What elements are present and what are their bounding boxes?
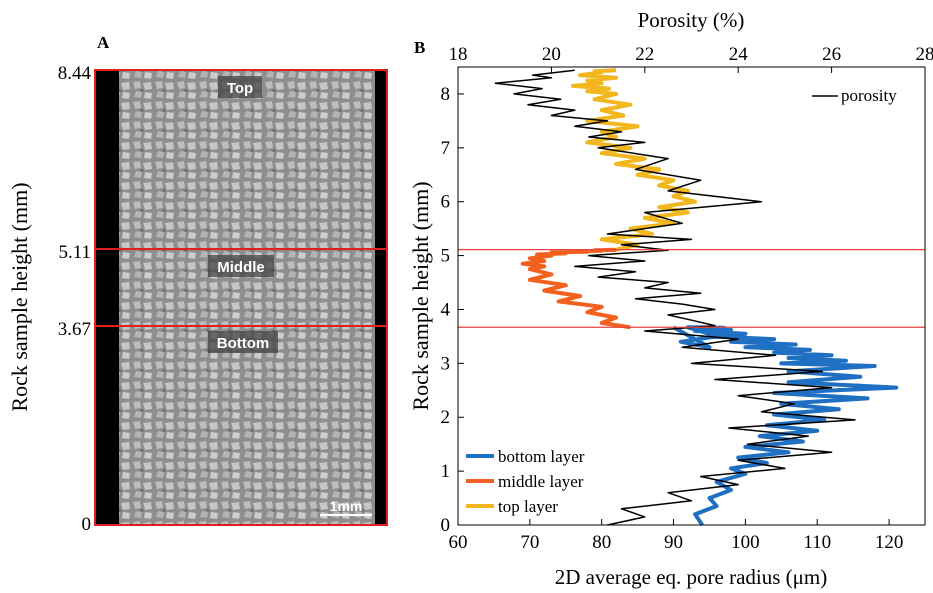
y-tick-label: 5 [441,246,451,267]
x-tick-label: 80 [592,532,611,553]
x-tick-label: 120 [875,532,904,553]
plot-series-group [494,68,899,527]
y-axis-ticks: 0 1 2 3 4 5 6 7 8 [441,84,464,536]
series-line-bottom-layer [672,325,899,527]
ct-frame [94,69,388,526]
y-tick-label: 2 [441,407,451,428]
x2-tick-label: 20 [542,44,561,65]
y-axis-label: Rock sample height (mm) [408,181,433,410]
series-line-porosity [494,69,856,526]
x2-axis-ticks: 18 20 22 24 26 28 [449,44,933,73]
y-tick-label: 0 [441,515,451,536]
panel-a-tick-3.67: 3.67 [58,319,91,340]
x2-tick-label: 24 [729,44,749,65]
y-tick-label: 3 [441,353,451,374]
series-line-top-layer [571,68,698,252]
x2-tick-label: 28 [916,44,933,65]
x2-tick-label: 18 [449,44,468,65]
series-line-middle-layer [520,247,631,330]
x-axis-ticks: 60 70 80 90 100 110 120 [449,519,904,553]
panel-a-letter: A [97,33,110,52]
x-tick-label: 90 [664,532,683,553]
x-tick-label: 70 [520,532,539,553]
x2-axis-label: Porosity (%) [638,8,745,32]
scale-bar-label: 1mm [330,498,363,514]
top-region-label: Top [227,80,253,97]
legend-bottom-label: bottom layer [498,447,585,466]
legend-middle-label: middle layer [498,472,584,491]
height-boundary-lines [458,249,925,328]
panel-b: B 60 70 80 90 100 110 120 18 20 22 24 26 28 0 1 2 3 4 5 6… [408,8,933,589]
x-tick-label: 100 [731,532,760,553]
middle-label-bg [208,255,274,277]
legend-top-label: top layer [498,497,558,516]
x-tick-label: 110 [803,532,831,553]
panel-a-tick-0: 0 [82,514,92,535]
panel-a: A Top Middle Bottom 1mm 8.44 5.11 3.67 0… [7,33,388,535]
x-tick-label: 60 [449,532,468,553]
y-tick-label: 8 [441,84,451,105]
bottom-label-bg [208,331,278,353]
bottom-region-label: Bottom [217,335,270,352]
legend-porosity: porosity [812,86,897,105]
y-tick-label: 1 [441,461,451,482]
middle-region-label: Middle [217,259,265,276]
y-tick-label: 4 [441,299,451,320]
x2-tick-label: 22 [635,44,654,65]
x-axis-label: 2D average eq. pore radius (μm) [555,565,827,589]
panel-a-tick-5.11: 5.11 [58,242,91,263]
plot-area-frame [457,66,926,526]
ct-scan-image [119,70,375,525]
panel-a-y-axis-label: Rock sample height (mm) [7,182,32,411]
top-label-bg [218,76,262,98]
y-tick-label: 6 [441,192,451,213]
panel-b-letter: B [414,38,425,57]
legend-layers: bottom layer middle layer top layer [466,447,585,516]
panel-a-tick-8.44: 8.44 [58,63,92,84]
x2-tick-label: 26 [822,44,841,65]
y-tick-label: 7 [441,138,451,159]
legend-porosity-label: porosity [841,86,897,105]
